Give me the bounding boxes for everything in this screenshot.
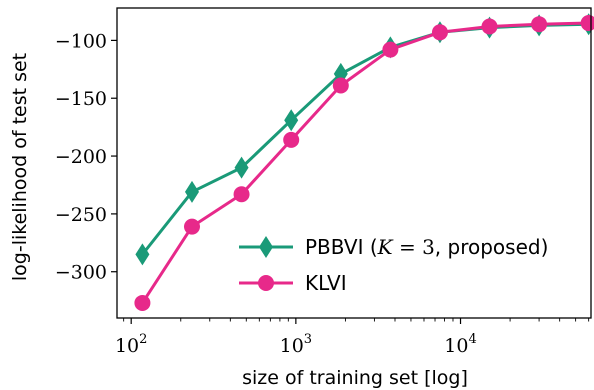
y-tick-label-4: −100	[55, 30, 107, 52]
data-point-0-2	[234, 156, 249, 179]
legend: PBBVI (K = 3, proposed) KLVI	[239, 235, 548, 295]
data-point-1-2	[233, 186, 250, 203]
data-point-1-5	[382, 41, 399, 58]
y-tick-label-1: −250	[55, 204, 107, 226]
legend-marker-0	[259, 236, 273, 258]
y-tick-label-0: −300	[55, 262, 107, 284]
data-point-0-3	[284, 109, 299, 132]
x-axis-label: size of training set [log]	[242, 367, 468, 389]
axes: −300 −250 −200 −150 −100 102 103 104	[55, 7, 592, 357]
data-point-1-7	[481, 18, 498, 35]
data-point-0-0	[135, 243, 150, 266]
series-line-1	[141, 21, 589, 304]
legend-label-0: PBBVI (K = 3, proposed)	[305, 235, 548, 259]
x-tick-label-1: 103	[280, 332, 312, 357]
y-tick-label-2: −200	[55, 146, 107, 168]
data-point-1-0	[134, 294, 151, 311]
series-line-0	[141, 22, 589, 256]
legend-label-1: KLVI	[305, 271, 347, 295]
axes-frame	[116, 7, 592, 319]
data-point-1-4	[332, 77, 349, 94]
data-point-0-1	[184, 180, 199, 203]
data-point-1-9	[580, 15, 594, 32]
legend-marker-1	[258, 275, 274, 291]
data-point-1-6	[431, 24, 448, 41]
plot-area	[134, 13, 594, 311]
y-tick-label-3: −150	[55, 88, 107, 110]
x-tick-label-2: 104	[444, 332, 476, 357]
data-point-1-1	[183, 218, 200, 235]
y-axis-label: log-likelihood of test set	[9, 53, 31, 281]
data-point-1-8	[531, 16, 548, 33]
x-tick-label-0: 102	[115, 332, 147, 357]
data-point-1-3	[283, 131, 300, 148]
